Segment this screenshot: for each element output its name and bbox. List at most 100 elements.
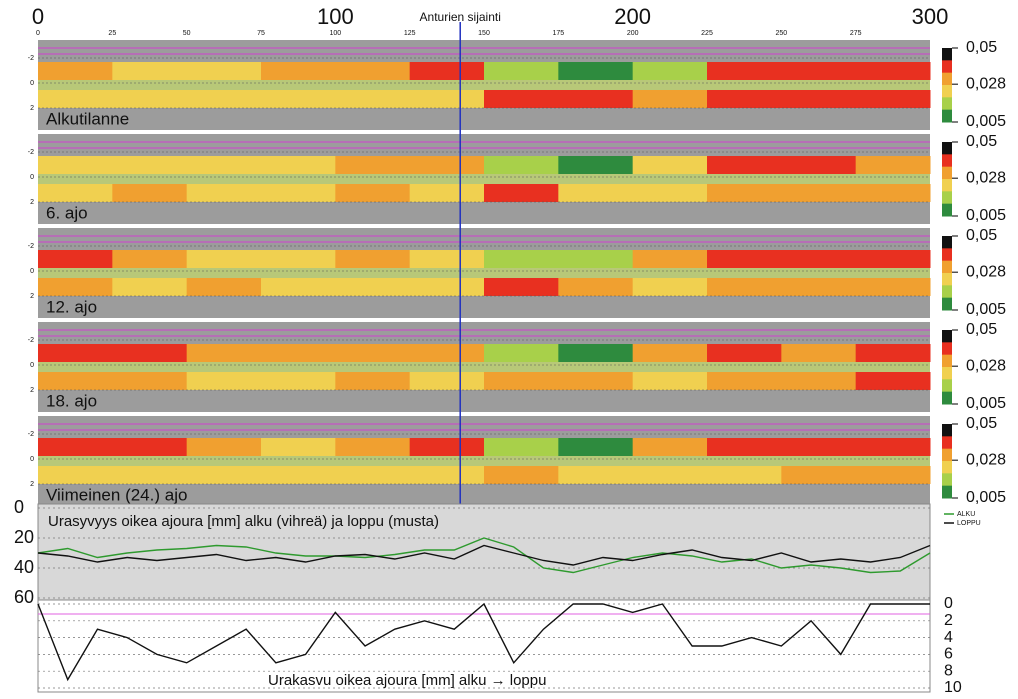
- heat-cell: [409, 184, 485, 202]
- series-line: [37, 602, 930, 682]
- heat-cell: [484, 184, 559, 202]
- colorbar-label: 0,028: [966, 169, 1006, 186]
- y-tick-label: -2: [28, 149, 34, 156]
- heat-cell: [558, 156, 634, 174]
- heat-cell: [38, 156, 113, 174]
- colorbar-label: 0,005: [966, 489, 1006, 506]
- minor-tick-label: 75: [257, 30, 265, 37]
- heat-cell: [261, 344, 336, 362]
- heat-cell: [335, 250, 411, 268]
- y-tick-label: 2: [30, 481, 34, 488]
- heat-cell: [632, 278, 708, 296]
- colorbar-swatch: [942, 97, 952, 111]
- heat-cell: [112, 156, 188, 174]
- colorbar-swatch: [942, 179, 952, 192]
- heat-cell: [186, 438, 262, 456]
- y-tick-label: 0: [30, 456, 34, 463]
- colorbar-label: 0,005: [966, 395, 1006, 412]
- heat-cell: [38, 344, 113, 362]
- heat-cell: [484, 250, 559, 268]
- heat-cell: [186, 90, 262, 108]
- colorbar-label: 0,028: [966, 75, 1006, 92]
- y-tick-label: 0: [30, 80, 34, 87]
- colorbar-swatch: [942, 473, 952, 487]
- colorbar-swatch: [942, 142, 952, 155]
- heat-cell: [38, 184, 113, 202]
- heat-cell: [261, 372, 336, 390]
- heat-cell: [484, 62, 559, 80]
- heat-cell: [261, 278, 336, 296]
- heat-cell: [484, 372, 559, 390]
- colorbar-label: 0,028: [966, 451, 1006, 468]
- heat-cell: [855, 156, 931, 174]
- heat-cell: [484, 90, 559, 108]
- heat-cell: [186, 278, 262, 296]
- y-tick-label: 0: [30, 174, 34, 181]
- heat-cell: [261, 184, 336, 202]
- heat-cell: [484, 156, 559, 174]
- heat-cell: [632, 90, 708, 108]
- panel-label: 6. ajo: [46, 203, 88, 222]
- heat-cell: [632, 438, 708, 456]
- heat-cell: [781, 250, 857, 268]
- heat-cell: [112, 372, 188, 390]
- colorbar-swatch: [942, 354, 952, 368]
- y-tick-label: 2: [30, 293, 34, 300]
- colorbar-swatch: [942, 424, 952, 437]
- y-tick-label: 10: [944, 679, 962, 696]
- heat-cell: [781, 184, 857, 202]
- heat-cell: [707, 90, 782, 108]
- annotation: Anturien sijainti: [420, 10, 501, 24]
- x-tick-label: 300: [912, 4, 949, 29]
- panel-label: Viimeinen (24.) ajo: [46, 485, 187, 504]
- panel-label: 18. ajo: [46, 391, 97, 410]
- heat-cell: [186, 466, 262, 484]
- heat-cell: [855, 344, 931, 362]
- heat-cell: [707, 62, 782, 80]
- colorbar-swatch: [942, 248, 952, 262]
- heat-cell: [632, 62, 708, 80]
- colorbar-swatch: [942, 236, 952, 249]
- colorbar-label: 0,05: [966, 415, 997, 432]
- heat-cell: [38, 62, 113, 80]
- heat-cell: [186, 344, 262, 362]
- colorbar-swatch: [942, 485, 952, 499]
- colorbar-label: 0,028: [966, 263, 1006, 280]
- heat-cell: [112, 344, 188, 362]
- colorbar-swatch: [942, 436, 952, 450]
- heat-cell: [632, 372, 708, 390]
- minor-tick-label: 175: [552, 30, 564, 37]
- y-tick-label: 2: [944, 612, 953, 629]
- colorbar-swatch: [942, 448, 952, 462]
- minor-tick-label: 25: [108, 30, 116, 37]
- heat-cell: [781, 156, 857, 174]
- colorbar-label: 0,05: [966, 39, 997, 56]
- heat-cell: [335, 438, 411, 456]
- colorbar-swatch: [942, 297, 952, 311]
- heat-cell: [855, 90, 931, 108]
- heat-cell: [409, 250, 485, 268]
- heat-cell: [707, 466, 782, 484]
- heat-cell: [707, 278, 782, 296]
- x-tick-label: 0: [32, 4, 44, 29]
- heat-cell: [112, 184, 188, 202]
- heat-cell: [335, 466, 411, 484]
- panel-label: 12. ajo: [46, 297, 97, 316]
- heat-cell: [707, 184, 782, 202]
- heat-cell: [855, 466, 931, 484]
- heat-cell: [409, 278, 485, 296]
- heat-cell: [38, 372, 113, 390]
- colorbar-swatch: [942, 109, 952, 123]
- heat-cell: [558, 184, 634, 202]
- y-tick-label: 4: [944, 629, 953, 646]
- heat-cell: [855, 278, 931, 296]
- heat-cell: [707, 250, 782, 268]
- x-tick-label: 100: [317, 4, 354, 29]
- y-tick-label: -2: [28, 431, 34, 438]
- colorbar-label: 0,05: [966, 133, 997, 150]
- heat-cell: [335, 184, 411, 202]
- y-tick-label: 0: [944, 595, 953, 612]
- minor-tick-label: 125: [404, 30, 416, 37]
- minor-tick-label: 100: [329, 30, 341, 37]
- heat-cell: [707, 344, 782, 362]
